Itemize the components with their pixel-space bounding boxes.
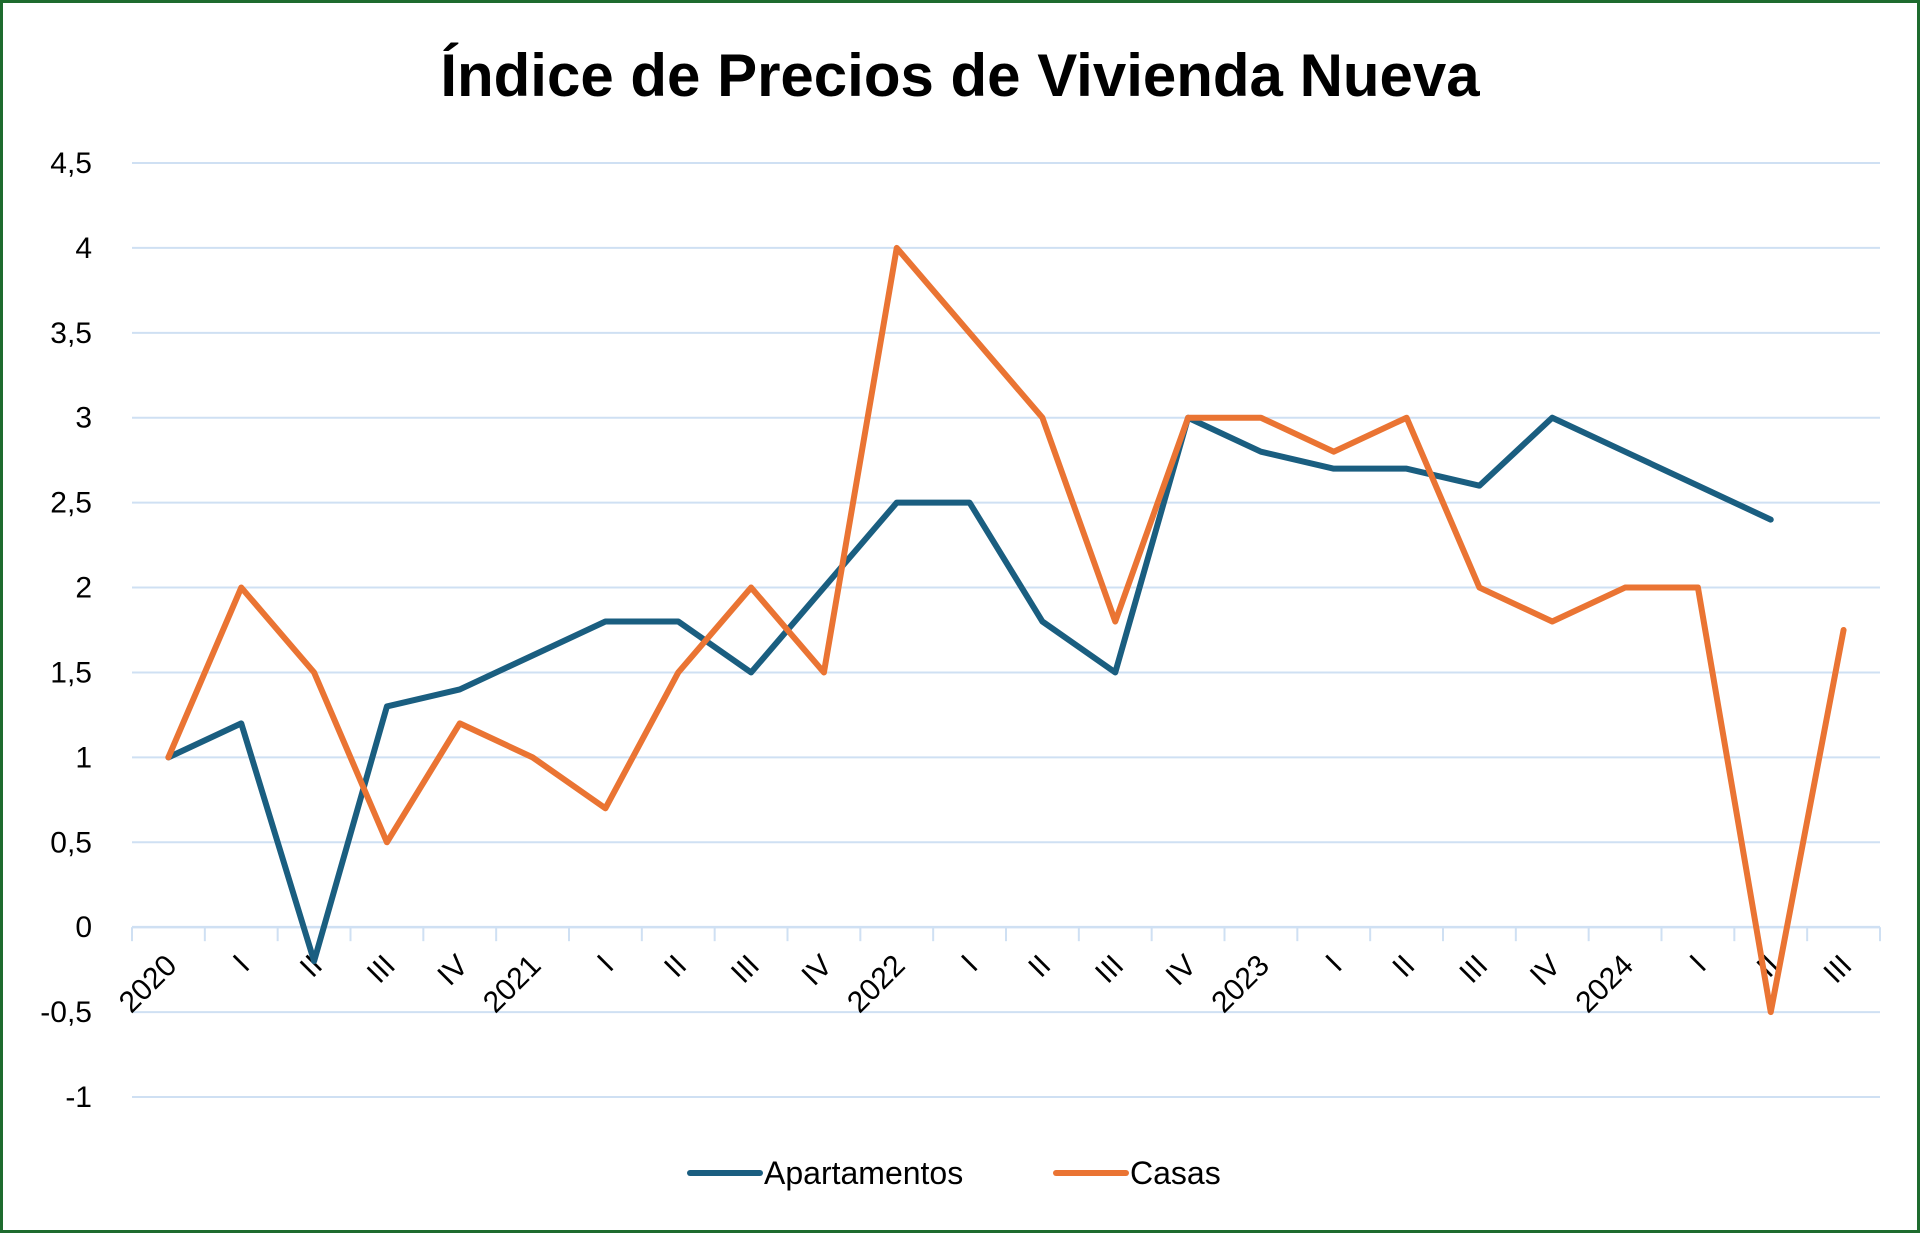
x-tick-label: II [658, 949, 693, 984]
x-tick-label: I [1684, 949, 1713, 978]
y-tick-label: -1 [65, 1081, 92, 1114]
x-tick-label: III [725, 949, 766, 990]
x-tick-label: III [1089, 949, 1130, 990]
y-tick-label: 0 [75, 911, 92, 944]
y-tick-label: 2 [75, 572, 92, 605]
legend-label: Casas [1130, 1155, 1221, 1191]
x-tick-label: I [227, 949, 256, 978]
x-tick-label: II [1022, 949, 1057, 984]
x-tick-label: 2021 [477, 949, 548, 1020]
series-line-apartamentos [165, 414, 1774, 965]
x-tick-label: I [955, 949, 984, 978]
y-tick-label: 2,5 [50, 487, 92, 520]
x-tick-label: II [1386, 949, 1421, 984]
legend-label: Apartamentos [764, 1155, 963, 1191]
x-tick-label: III [1818, 949, 1859, 990]
x-tick-label: IV [1160, 949, 1203, 992]
y-tick-label: -0,5 [40, 996, 92, 1029]
y-tick-label: 4,5 [50, 147, 92, 180]
x-tick-label: 2020 [113, 949, 184, 1020]
x-tick-label: IV [795, 949, 838, 992]
x-tick-label: 2023 [1205, 949, 1276, 1020]
x-tick-label: 2024 [1569, 949, 1640, 1020]
x-tick-label: IV [431, 949, 474, 992]
y-tick-label: 1,5 [50, 656, 92, 689]
chart-title: Índice de Precios de Vivienda Nueva [440, 42, 1480, 109]
y-tick-label: 1 [75, 741, 92, 774]
x-tick-label: 2022 [841, 949, 912, 1020]
y-tick-label: 3,5 [50, 317, 92, 350]
y-tick-label: 0,5 [50, 826, 92, 859]
x-tick-label: I [1319, 949, 1348, 978]
x-tick-label: III [361, 949, 402, 990]
x-tick-label: I [591, 949, 620, 978]
y-tick-label: 4 [75, 232, 92, 265]
x-tick-label: IV [1524, 949, 1567, 992]
y-tick-label: 3 [75, 402, 92, 435]
x-tick-label: III [1453, 949, 1494, 990]
series-line-casas [165, 244, 1847, 1016]
